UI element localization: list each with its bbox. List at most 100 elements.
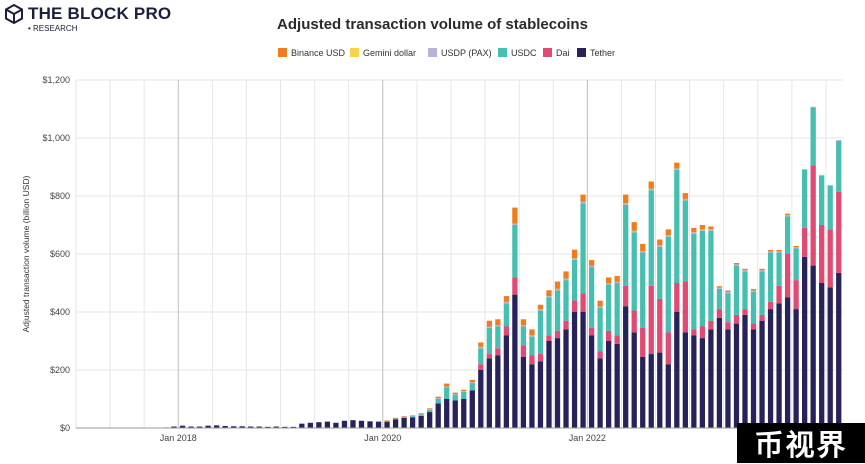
bar-segment-tether [222,425,228,428]
brand-tier: PRO [133,4,172,23]
bar-segment-tether [759,320,765,428]
bar-segment-binance-usd [554,281,561,289]
bar-segment-usdp-pax- [776,251,782,253]
bar-segment-usdc [708,230,714,321]
bar-segment-binance-usd [742,268,748,271]
brand-name: THE BLOCK PRO [28,4,171,24]
bar-segment-usdp-pax- [444,386,450,388]
bar-segment-tether [742,314,748,428]
bar-segment-binance-usd [725,290,731,292]
bar-segment-dai [691,329,697,336]
bar-segment-tether [640,356,646,428]
x-tick-label: Jan 2020 [364,433,401,443]
bar-segment-tether [469,390,475,428]
bar-segment-binance-usd [648,181,654,189]
bar-segment-tether [503,335,510,428]
bar-segment-dai [810,165,816,266]
bar-segment-binance-usd [716,286,723,288]
bar-segment-usdp-pax- [716,287,723,289]
bar-segment-usdc [495,326,501,349]
bar-segment-usdp-pax- [623,203,629,205]
bar-segment-tether [836,272,842,428]
bar-segment-usdp-pax- [836,140,842,141]
bar-segment-dai [503,326,510,336]
bar-segment-binance-usd [546,290,552,297]
bar-segment-usdp-pax- [733,264,740,266]
bar-segment-tether [358,420,365,428]
bar-segment-tether [784,297,791,428]
cube-logo-icon [5,3,23,25]
bar-segment-binance-usd [392,417,399,419]
bar-segment-binance-usd [520,319,527,326]
bar-segment-usdp-pax- [708,229,714,231]
bar-segment-usdp-pax- [554,288,561,291]
bar-segment-binance-usd [691,227,697,233]
bar-segment-usdc [444,387,450,399]
bar-segment-dai [776,285,782,304]
bar-segment-binance-usd [793,245,799,248]
chart-title: Adjusted transaction volume of stablecoi… [277,16,588,33]
bar-segment-tether [614,343,620,428]
bar-segment-tether [316,422,322,428]
bar-segment-usdp-pax- [640,251,646,253]
bar-segment-tether [196,426,203,428]
bar-segment-usdp-pax- [657,245,663,247]
bar-segment-usdc [742,271,748,310]
bar-segment-usdc [725,293,731,323]
bar-segment-usdp-pax- [546,296,552,298]
bar-segment-usdp-pax- [648,188,654,191]
bar-segment-tether [674,312,680,428]
bar-segment-tether [750,329,757,428]
legend-swatch [577,48,586,57]
bar-segment-tether [563,329,569,428]
bar-segment-tether [793,309,799,428]
bar-segment-binance-usd [478,342,484,347]
bar-segment-dai [725,322,731,330]
bar-segment-usdp-pax- [827,184,833,186]
bar-segment-tether [708,329,714,428]
bar-segment-binance-usd [409,415,416,416]
bar-segment-binance-usd [597,300,603,307]
bar-segment-dai [529,355,535,365]
bar-segment-dai [478,364,484,370]
bar-segment-binance-usd [784,213,791,216]
bar-segment-binance-usd [384,420,390,422]
bar-segment-tether [265,426,271,428]
bar-segment-usdc [580,203,586,294]
bar-segment-usdc [529,336,535,356]
bar-segment-binance-usd [444,383,450,387]
bar-segment-dai [554,330,561,339]
bar-segment-binance-usd [537,304,544,310]
bar-segment-dai [733,314,740,324]
bar-segment-tether [461,399,467,428]
y-tick-label: $200 [50,365,70,375]
bar-segment-usdc [605,284,612,331]
bar-segment-usdc [631,232,637,311]
bar-segment-usdc [427,409,433,413]
bar-segment-binance-usd [486,320,492,327]
bar-segment-dai [716,309,723,318]
bar-segment-tether [810,265,816,428]
bar-segment-usdc [409,416,416,418]
bar-segment-usdc [665,236,671,333]
bar-segment-usdp-pax- [478,346,484,349]
bar-segment-tether [290,426,296,428]
brand-subtitle: • RESEARCH [28,24,78,33]
bar-segment-usdc [614,283,620,336]
bar-segment-tether [691,335,697,428]
bar-segment-tether [239,426,245,428]
bar-segment-dai [486,354,492,359]
bar-segment-dai [520,345,527,357]
bar-segment-tether [273,426,279,428]
bar-segment-usdp-pax- [469,382,475,384]
bar-segment-dai [742,309,748,315]
bar-segment-usdp-pax- [631,230,637,233]
brand-logo: THE BLOCK PRO • RESEARCH [4,3,171,33]
bar-segment-dai [648,285,654,355]
bar-segment-usdc [682,200,688,282]
bar-segment-tether [324,421,331,428]
bar-segment-binance-usd [461,389,467,392]
bar-segment-usdp-pax- [793,247,799,249]
y-axis-label: Adjusted transaction volume (billion USD… [21,175,31,332]
bar-segment-dai [708,320,714,330]
